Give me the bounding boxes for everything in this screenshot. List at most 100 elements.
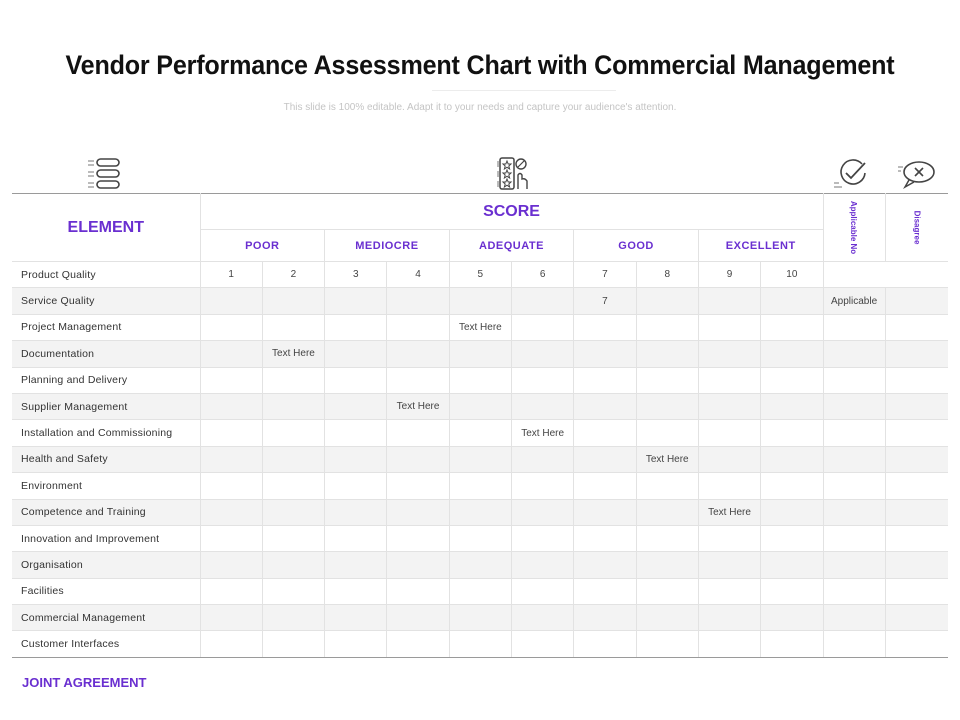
table-cell [324, 577, 388, 606]
row-label: Supplier Management [12, 392, 201, 421]
table-cell: Text Here [635, 445, 699, 474]
table-cell [760, 577, 824, 606]
table-cell [324, 604, 388, 632]
table-cell [884, 340, 949, 368]
table-cell [448, 551, 512, 579]
table-cell [697, 419, 762, 447]
element-header: ELEMENT [12, 193, 201, 262]
row-label: Environment [12, 472, 201, 500]
table-cell [573, 445, 637, 474]
table-cell [822, 392, 886, 421]
table-row: Documentation Text Here [12, 340, 949, 368]
table-cell [635, 366, 699, 394]
table-cell [635, 498, 699, 526]
table-cell [822, 604, 886, 632]
table-cell: 7 [573, 287, 637, 315]
applicable-header: Applicable No [822, 193, 886, 262]
table-cell [386, 340, 450, 368]
table-cell: 4 [386, 260, 450, 289]
table-row: Facilities [12, 577, 949, 606]
table-row: Project Management Text Here [12, 313, 949, 342]
table-cell [697, 445, 762, 474]
table-cell [510, 524, 575, 553]
table-cell [510, 313, 575, 342]
table-cell [697, 340, 762, 368]
table-cell [884, 577, 949, 606]
table-cell [448, 630, 512, 658]
table-row: Service Quality 7 Applicable [12, 287, 949, 315]
table-cell [635, 419, 699, 447]
table-cell [635, 604, 699, 632]
table-cell: 3 [324, 260, 388, 289]
table-cell [822, 498, 886, 526]
table-cell [448, 472, 512, 500]
table-cell [448, 524, 512, 553]
table-cell [199, 498, 263, 526]
table-cell [884, 524, 949, 553]
table-cell [760, 340, 824, 368]
table-cell [324, 498, 388, 526]
row-label: Project Management [12, 313, 201, 342]
table-cell [510, 445, 575, 474]
table-cell [510, 287, 575, 315]
table-cell [635, 340, 699, 368]
table-cell [697, 287, 762, 315]
table-cell [448, 498, 512, 526]
table-cell [199, 577, 263, 606]
table-cell: 1 [199, 260, 263, 289]
table-cell [199, 419, 263, 447]
table-cell [510, 392, 575, 421]
table-cell [199, 551, 263, 579]
table-cell [324, 419, 388, 447]
row-label: Installation and Commissioning [12, 419, 201, 447]
table-cell [386, 498, 450, 526]
table-cell: Text Here [386, 392, 450, 421]
table-cell [697, 524, 762, 553]
table-row: Installation and Commissioning Text Here [12, 419, 949, 447]
table-cell [386, 630, 450, 658]
table-cell [884, 419, 949, 447]
table-cell [822, 340, 886, 368]
table-cell [635, 313, 699, 342]
row-label: Customer Interfaces [12, 630, 201, 658]
table-cell [884, 287, 949, 315]
table-cell [386, 287, 450, 315]
table-cell [573, 419, 637, 447]
table-cell [573, 551, 637, 579]
table-cell [573, 498, 637, 526]
table-cell [822, 551, 886, 579]
level-adequate: ADEQUATE [448, 229, 575, 262]
table-cell [199, 287, 263, 315]
table-cell [261, 287, 326, 315]
table-cell [199, 366, 263, 394]
table-cell [697, 472, 762, 500]
table-cell [760, 498, 824, 526]
table-cell [261, 524, 326, 553]
table-row: Product Quality 1 2 3 4 5 6 7 8 9 10 [12, 260, 948, 289]
disagree-header: Disagree [884, 193, 949, 262]
assessment-table: ELEMENT SCORE Applicable No Disagree POO… [12, 193, 949, 658]
table-cell [199, 472, 263, 500]
table-cell [760, 419, 824, 447]
table-cell [261, 392, 326, 421]
table-cell [822, 472, 886, 500]
table-cell [884, 551, 949, 579]
table-cell [510, 472, 575, 500]
table-cell [635, 551, 699, 579]
table-cell [324, 366, 388, 394]
table-cell [573, 577, 637, 606]
table-cell: Text Here [510, 419, 575, 447]
table-cell: Text Here [261, 340, 326, 368]
table-cell [697, 551, 762, 579]
table-cell [760, 472, 824, 500]
table-cell [573, 392, 637, 421]
table-cell [448, 445, 512, 474]
table-cell [386, 419, 450, 447]
table-cell [324, 287, 388, 315]
table-cell: 2 [261, 260, 326, 289]
table-cell [760, 445, 824, 474]
table-cell [324, 445, 388, 474]
row-label: Health and Safety [12, 445, 201, 474]
table-row: Planning and Delivery [12, 366, 949, 394]
level-excellent: EXCELLENT [697, 229, 824, 262]
